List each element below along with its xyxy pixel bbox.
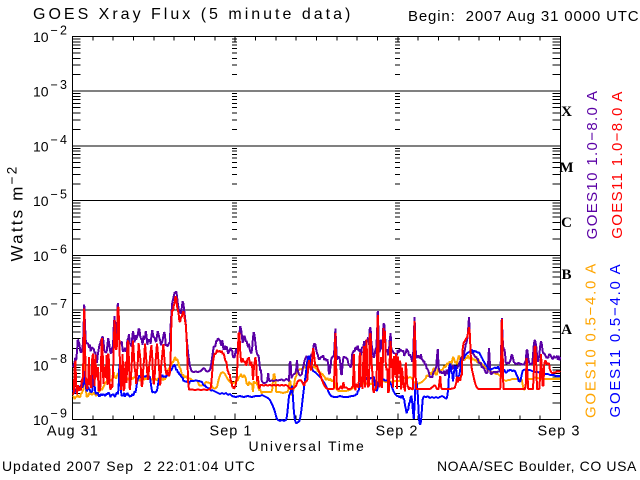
svg-text:M: M [559, 160, 573, 176]
svg-text:Aug 31: Aug 31 [47, 424, 99, 440]
svg-text:GOES Xray Flux (5 minute data): GOES Xray Flux (5 minute data) [33, 6, 353, 23]
svg-text:B: B [561, 267, 571, 283]
svg-text:10−5: 10 −5 [33, 188, 69, 210]
svg-text:GOES10 0.5−4.0 A: GOES10 0.5−4.0 A [583, 262, 600, 418]
svg-text:A: A [561, 322, 572, 338]
svg-text:Begin: 2007 Aug 31 0000 UTC: Begin: 2007 Aug 31 0000 UTC [408, 8, 639, 25]
svg-text:Sep 1: Sep 1 [210, 424, 253, 440]
svg-text:10−6: 10 −6 [33, 242, 69, 264]
svg-text:Sep 2: Sep 2 [376, 424, 419, 440]
svg-text:X: X [561, 104, 572, 120]
svg-text:Watts m−2: Watts m−2 [5, 165, 27, 262]
svg-text:10−3: 10 −3 [33, 78, 69, 100]
svg-text:GOES11 1.0−8.0 A: GOES11 1.0−8.0 A [609, 90, 626, 239]
svg-text:10−8: 10 −8 [33, 352, 69, 374]
svg-text:10−7: 10 −7 [33, 297, 69, 319]
svg-text:NOAA/SEC Boulder, CO USA: NOAA/SEC Boulder, CO USA [437, 458, 637, 474]
svg-text:GOES10 1.0−8.0 A: GOES10 1.0−8.0 A [584, 90, 601, 240]
svg-text:10−9: 10 −9 [33, 407, 69, 429]
svg-text:10−2: 10 −2 [33, 24, 69, 46]
svg-text:Updated 2007 Sep 2 22:01:04 U: Updated 2007 Sep 2 22:01:04 UTC [2, 458, 256, 474]
svg-text:10−4: 10 −4 [33, 133, 69, 155]
svg-text:Universal Time: Universal Time [248, 438, 365, 454]
svg-text:GOES11 0.5−4.0 A: GOES11 0.5−4.0 A [607, 263, 624, 418]
svg-text:C: C [561, 215, 572, 231]
svg-text:Sep 3: Sep 3 [538, 424, 581, 440]
